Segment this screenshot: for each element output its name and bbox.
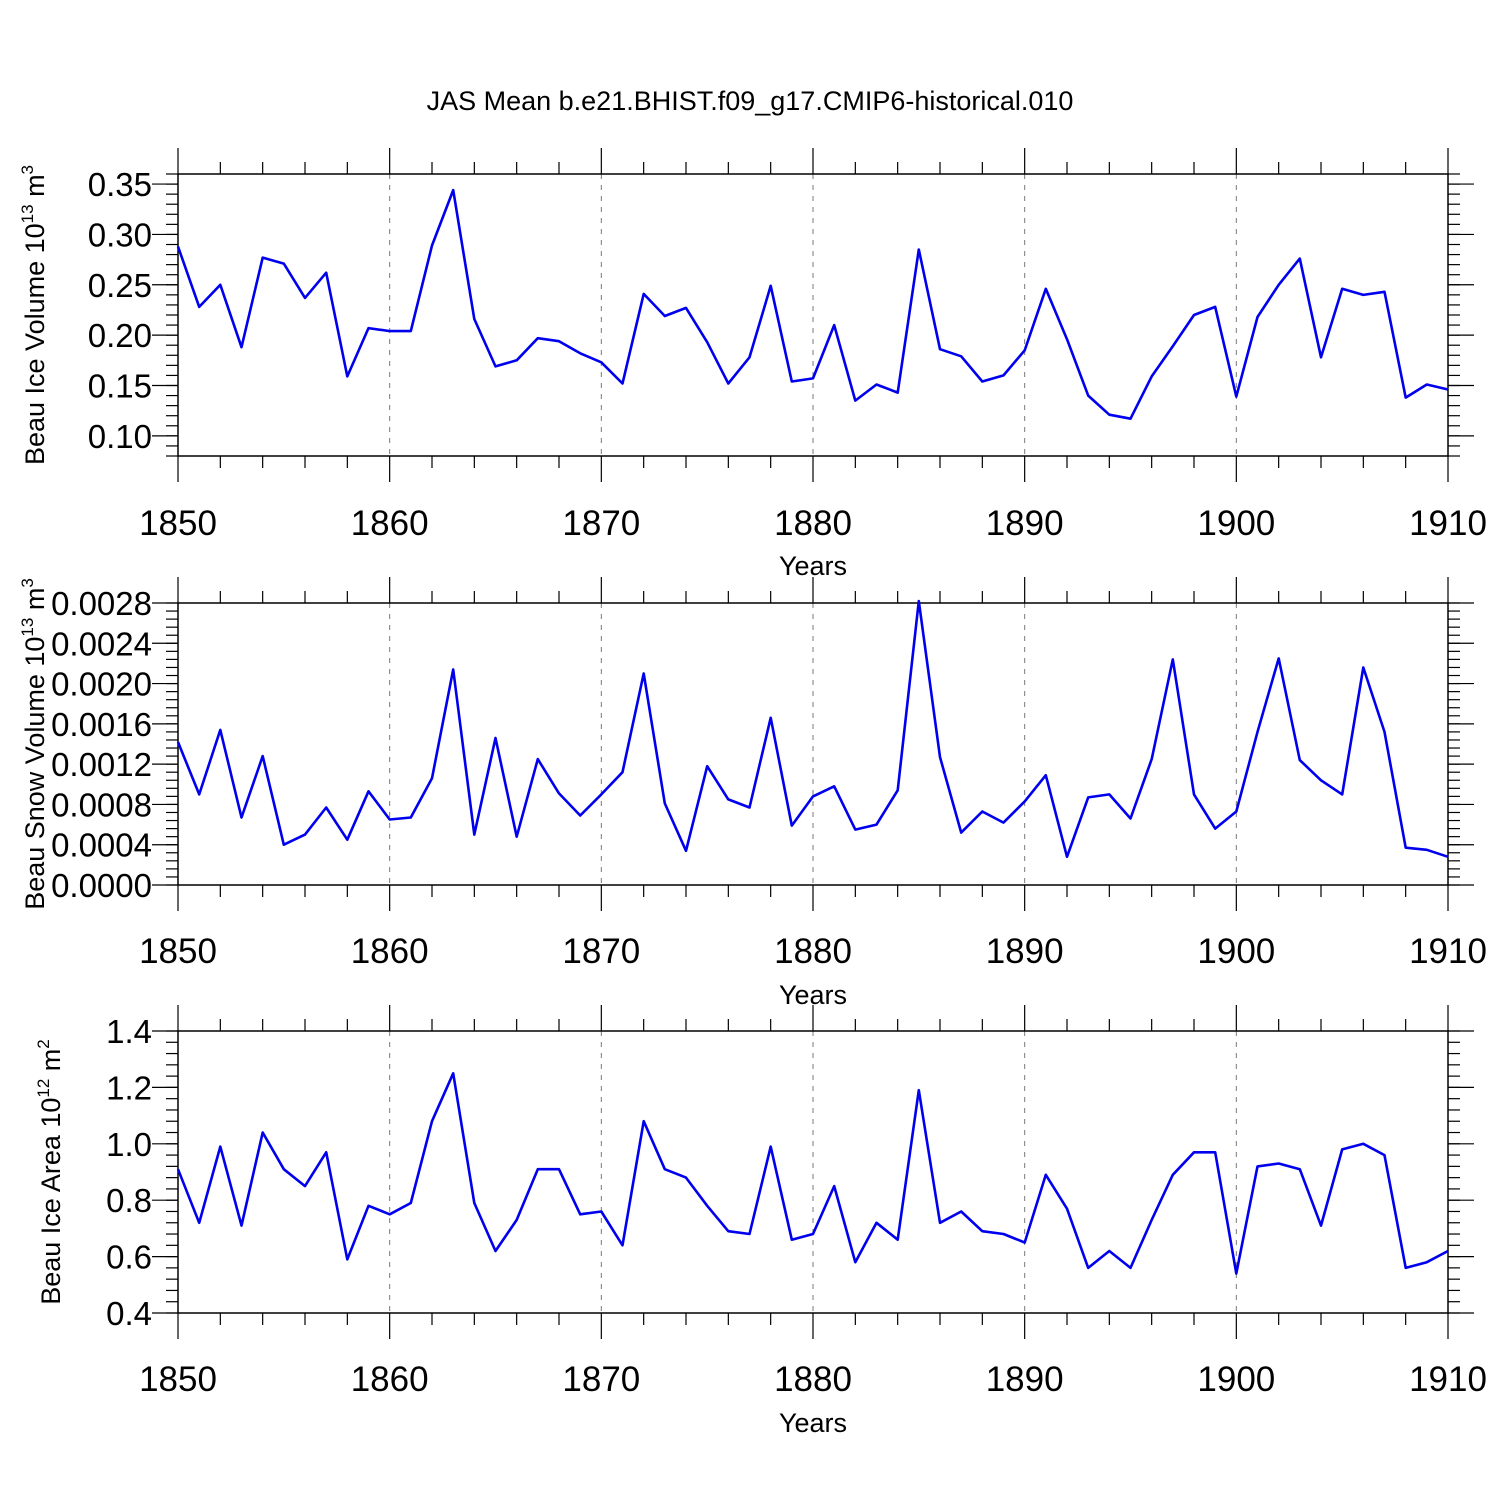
panels: 1850 1860 1870 1880 1890 1900 1910 0.10 0.15 0.20… [18,148,1487,1438]
x-tick-label: 1890 [986,932,1064,971]
x-tick-label: 1890 [986,504,1064,543]
y-axis-label-unit: m [20,174,50,204]
panel-3: 1850 1860 1870 1880 1890 1900 1910 0.4 0.6 0.8 1.0… [34,1005,1487,1438]
x-tick-label: 1900 [1197,932,1275,971]
y-axis-label-unit-exp: 3 [18,165,37,174]
y-tick-label: 0.20 [88,317,152,354]
y-tick-label: 0.35 [88,166,152,203]
x-tick-label: 1880 [774,932,852,971]
y-tick-label: 0.15 [88,368,152,405]
y-axis-label-text: Beau Ice Volume 10 [20,223,50,465]
figure-title: JAS Mean b.e21.BHIST.f09_g17.CMIP6-histo… [427,86,1074,116]
y-tick-label: 0.25 [88,267,152,304]
y-tick-label: 1.0 [106,1126,152,1163]
y-tick-label: 0.0024 [51,625,152,662]
panel-1: 1850 1860 1870 1880 1890 1900 1910 0.10 0.15 0.20… [18,148,1487,581]
y-axis-label: Beau Ice Volume 1013 m3 [18,165,50,465]
y-axis-label-exp: 13 [18,204,37,223]
y-axis-label-unit: m [36,1049,66,1079]
x-tick-label: 1870 [562,1360,640,1399]
y-tick-label: 0.10 [88,418,152,455]
y-tick-label: 1.4 [106,1013,152,1050]
x-tick-label: 1880 [774,504,852,543]
y-axis-label: Beau Ice Area 1012 m2 [34,1039,66,1305]
y-axis-label-text: Beau Ice Area 10 [36,1098,66,1305]
plot-frame [177,602,1449,886]
series-line [176,1072,1449,1275]
y-axis-label-unit-exp: 2 [34,1039,53,1048]
x-tick-label: 1910 [1409,1360,1487,1399]
x-tick-label: 1900 [1197,1360,1275,1399]
y-tick-label: 0.0028 [51,585,152,622]
series-line [176,188,1449,421]
x-tick-label: 1880 [774,1360,852,1399]
y-axis-label-exp: 13 [18,618,37,637]
y-tick-label: 0.0020 [51,666,152,703]
y-tick-label: 0.0016 [51,706,152,743]
y-axis-label: Beau Snow Volume 1013 m3 [18,578,50,910]
y-axis-label-text: Beau Snow Volume 10 [20,637,50,910]
series-line [176,599,1449,859]
y-tick-label: 0.0008 [51,786,152,823]
x-tick-label: 1860 [351,504,429,543]
x-tick-label: 1850 [139,504,217,543]
y-axis-label-exp: 12 [34,1079,53,1098]
y-tick-label: 0.0000 [51,867,152,904]
x-axis-label: Years [779,551,847,581]
x-tick-label: 1860 [351,1360,429,1399]
x-axis-label: Years [779,1408,847,1438]
y-tick-label: 0.30 [88,216,152,253]
y-tick-label: 0.8 [106,1182,152,1219]
y-tick-label: 0.0004 [51,827,152,864]
x-tick-label: 1910 [1409,932,1487,971]
x-tick-label: 1900 [1197,504,1275,543]
x-tick-label: 1910 [1409,504,1487,543]
x-tick-label: 1870 [562,504,640,543]
y-tick-label: 1.2 [106,1069,152,1106]
y-tick-label: 0.0012 [51,746,152,783]
x-tick-label: 1890 [986,1360,1064,1399]
y-tick-label: 0.4 [106,1295,152,1332]
x-tick-label: 1860 [351,932,429,971]
panel-2: 1850 1860 1870 1880 1890 1900 1910 0.00000.0004… [18,577,1487,1010]
y-tick-label: 0.6 [106,1239,152,1276]
x-tick-label: 1850 [139,1360,217,1399]
x-tick-label: 1850 [139,932,217,971]
x-tick-label: 1870 [562,932,640,971]
y-axis-label-unit-exp: 3 [18,578,37,587]
y-axis-label-unit: m [20,588,50,618]
